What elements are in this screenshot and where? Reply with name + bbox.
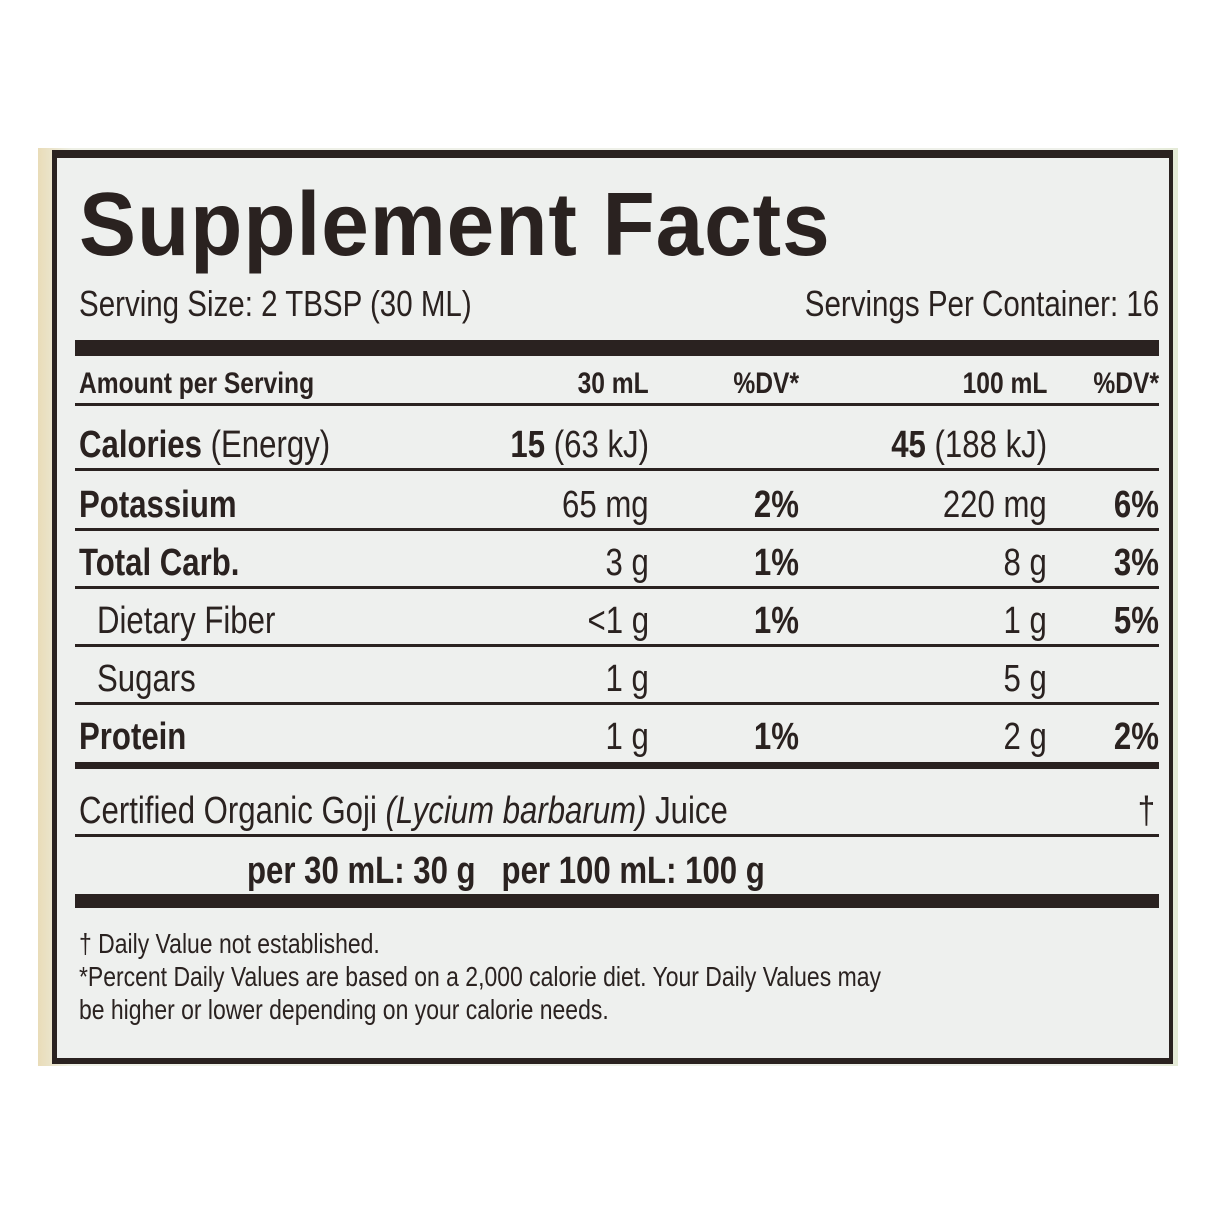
header-amount: Amount per Serving (79, 367, 315, 400)
header-100ml: 100 mL (962, 367, 1047, 400)
row-total-carb: Total Carb. 3 g 1% 8 g 3% (79, 542, 1159, 584)
header-dv1: %DV* (733, 367, 799, 400)
footnote-dv: *Percent Daily Values are based on a 2,0… (79, 961, 881, 992)
footnote-dagger: † Daily Value not established. (79, 928, 380, 959)
divider (75, 702, 1159, 705)
row-goji-juice: Certified Organic Goji (Lycium barbarum)… (79, 790, 1155, 832)
serving-size: Serving Size: 2 TBSP (30 ML) (79, 283, 472, 324)
panel-title: Supplement Facts (79, 175, 831, 275)
divider (75, 403, 1159, 406)
footnote-dv-cont: be higher or lower depending on your cal… (79, 994, 609, 1025)
divider (75, 834, 1159, 837)
divider (75, 644, 1159, 647)
divider (75, 468, 1159, 471)
supplement-facts-panel: Supplement Facts Serving Size: 2 TBSP (3… (52, 150, 1173, 1064)
divider (75, 586, 1159, 589)
row-goji-amounts: per 30 mL: 30 g per 100 mL: 100 g (247, 850, 765, 892)
servings-per-container: Servings Per Container: 16 (804, 283, 1159, 324)
header-dv2: %DV* (1093, 367, 1159, 400)
row-dietary-fiber: Dietary Fiber <1 g 1% 1 g 5% (97, 600, 1159, 642)
divider-thick (75, 340, 1159, 356)
header-30ml: 30 mL (577, 367, 649, 400)
divider (75, 528, 1159, 531)
divider-thick (75, 894, 1159, 908)
column-header: Amount per Serving 30 mL %DV* 100 mL %DV… (57, 363, 1169, 413)
row-sugars: Sugars 1 g 5 g (97, 658, 1047, 700)
row-potassium: Potassium 65 mg 2% 220 mg 6% (79, 484, 1159, 526)
row-calories: Calories (Energy) 15 (63 kJ) 45 (188 kJ) (79, 424, 1047, 466)
divider-medium (75, 762, 1159, 769)
row-protein: Protein 1 g 1% 2 g 2% (79, 716, 1159, 758)
